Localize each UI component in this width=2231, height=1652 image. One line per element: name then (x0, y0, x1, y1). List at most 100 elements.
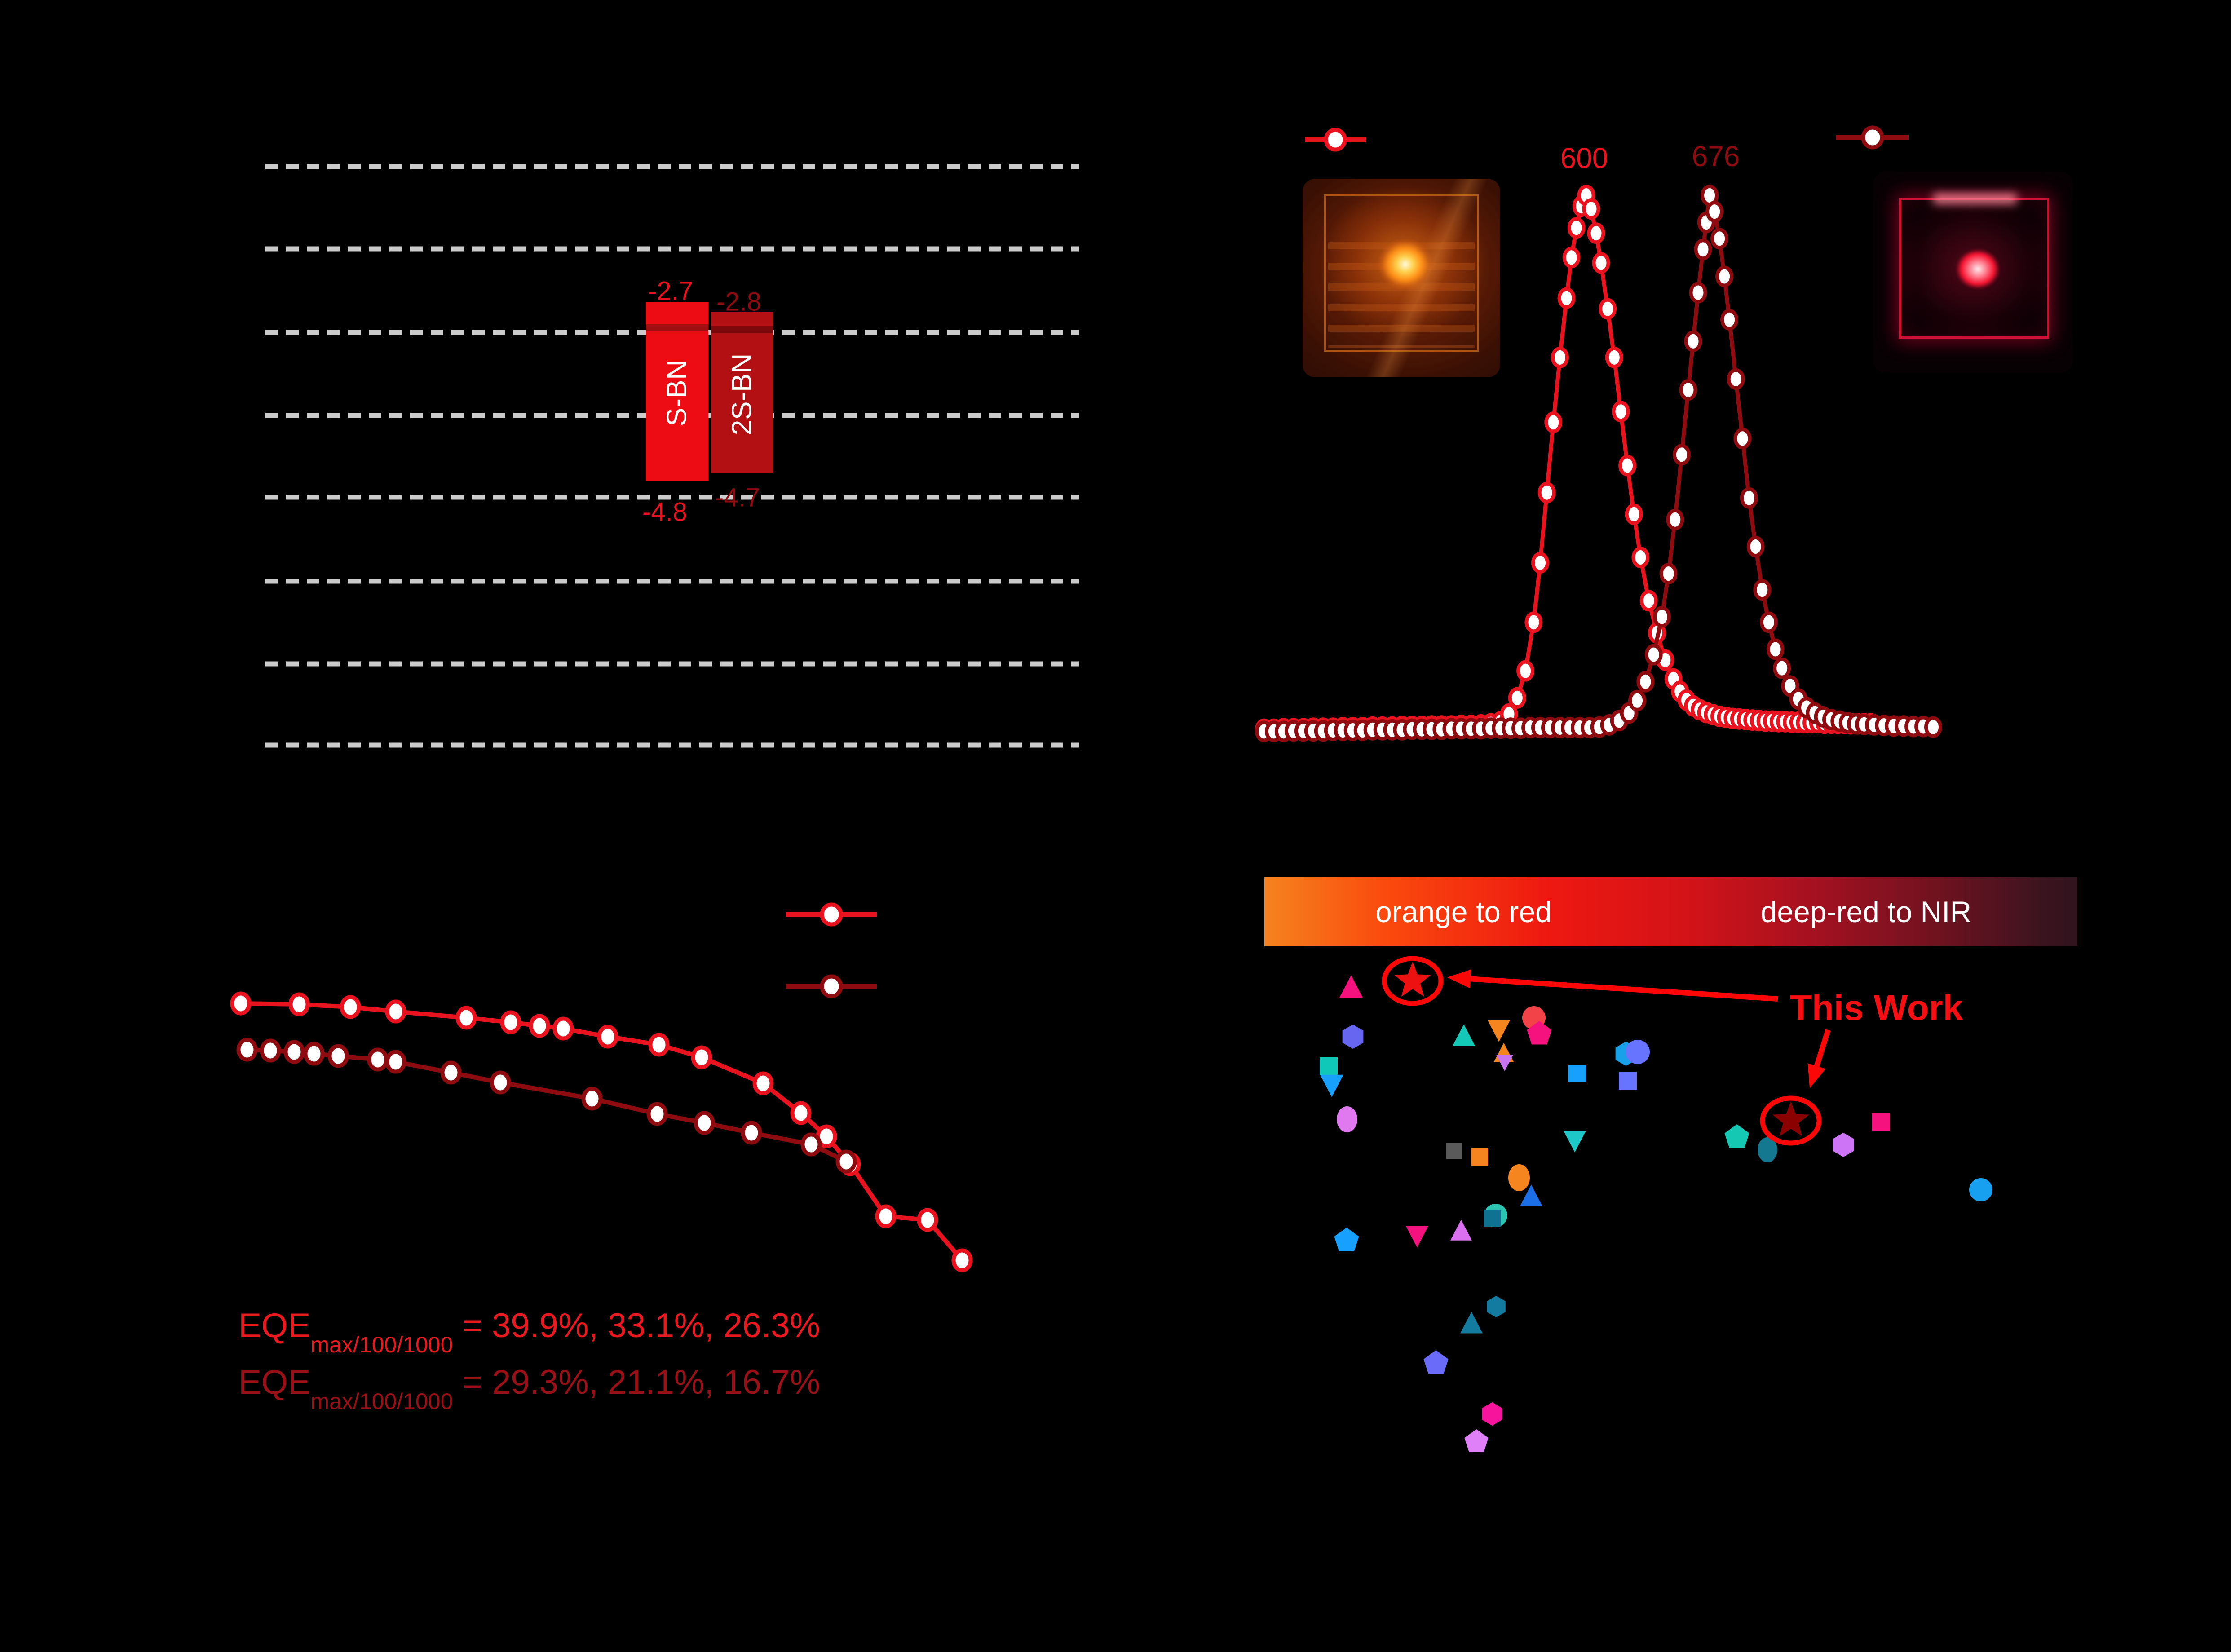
scatter-marker-square (1484, 1210, 1501, 1227)
peak-wavelength-label: 600 (1560, 142, 1608, 174)
oled-device-photo-red (1873, 172, 2073, 373)
eqe-marker (597, 1025, 618, 1049)
eqe-marker (875, 1204, 897, 1228)
homo-value-label: -4.7 (715, 483, 760, 512)
spectrum-marker (1715, 265, 1734, 287)
scatter-marker-star (1772, 1101, 1809, 1136)
scatter-marker-pent (1527, 1021, 1552, 1045)
scatter-marker-hex (1487, 1296, 1506, 1317)
spectrum-marker (1516, 660, 1535, 682)
annotation-arrow-head (1447, 969, 1471, 989)
eqe-marker (283, 1040, 305, 1064)
color-region-bar: orange to red deep-red to NIR (1264, 877, 2077, 946)
spectrum-marker (1592, 252, 1610, 274)
spectrum-marker (1705, 201, 1724, 223)
spectrum-marker (1689, 282, 1707, 304)
scatter-marker-tri-up (1453, 1024, 1475, 1046)
scatter-marker-square (1320, 1057, 1338, 1075)
eqe-marker (790, 1101, 812, 1125)
energy-bar-name: 2S-BN (727, 353, 758, 436)
scatter-marker-tri-up (1450, 1219, 1472, 1241)
spectrum-marker (1639, 590, 1658, 612)
spectrum-marker (1612, 401, 1630, 423)
scatter-marker-pent (1724, 1124, 1749, 1148)
eqe-marker (303, 1042, 325, 1066)
spectrum-marker (1562, 247, 1581, 269)
eqe-marker (340, 995, 361, 1019)
eqe-marker (367, 1047, 389, 1072)
spectrum-marker (1587, 222, 1605, 244)
this-work-ring (1382, 956, 1444, 1006)
eqe-marker (236, 1038, 258, 1062)
annotation-arrow (1814, 1029, 1831, 1067)
spectrum-marker (1672, 444, 1691, 466)
eqe-marker (581, 1087, 603, 1111)
eqe-marker (800, 1132, 822, 1157)
spectrum-marker (1567, 217, 1586, 239)
eqe-marker (741, 1121, 762, 1145)
spectrum-marker (1679, 379, 1697, 401)
spectrum-marker (1537, 481, 1556, 504)
spectrum-marker (1605, 346, 1623, 368)
scatter-marker-tri-up (1339, 975, 1363, 998)
spectrum-marker (1766, 638, 1785, 660)
homo-value-label: -4.8 (642, 498, 687, 527)
eqe-marker (951, 1248, 973, 1272)
eqe-marker (835, 1149, 857, 1174)
scatter-marker-star (1394, 962, 1431, 997)
energy-bar (711, 312, 773, 473)
scatter-marker-square (1568, 1065, 1586, 1082)
annotation-arrow (1470, 976, 1778, 1002)
energy-bar-cap (646, 324, 708, 331)
spectrum-marker (1773, 657, 1791, 679)
eqe-marker (455, 1006, 477, 1030)
eqe-prefix: EQE (239, 1363, 311, 1401)
device-substrate-outline (1324, 194, 1479, 352)
energy-bar (646, 302, 708, 481)
region-label-orange-to-red: orange to red (1375, 895, 1552, 928)
scatter-marker-tri-down (1488, 1020, 1510, 1042)
eqe-marker (327, 1044, 349, 1068)
legend-marker (820, 902, 843, 927)
spectrum-marker (1628, 689, 1646, 711)
eqe-marker (385, 999, 406, 1024)
eqe-marker (552, 1016, 574, 1041)
region-label-deepred-to-nir: deep-red to NIR (1760, 895, 1972, 928)
scatter-marker-tri-up (1520, 1184, 1542, 1206)
peak-wavelength-label: 676 (1692, 140, 1740, 172)
scatter-marker-tri-down (1496, 1055, 1513, 1071)
spectrum-marker (1599, 298, 1617, 320)
spectrum-marker (1694, 239, 1712, 261)
this-work-ring (1760, 1095, 1822, 1146)
scatter-marker-square (1619, 1072, 1637, 1090)
spectrum-marker (1524, 611, 1543, 633)
annotation-arrow-head (1807, 1063, 1826, 1088)
eqe-marker (694, 1111, 715, 1135)
red-emitting-area (1955, 248, 2001, 291)
edge-glow (1933, 194, 2017, 204)
eqe-marker (490, 1070, 511, 1095)
spectrum-marker (1666, 508, 1684, 530)
scatter-marker-ellipse (1508, 1164, 1530, 1191)
spectrum-marker (1644, 644, 1663, 666)
scatter-marker-square (1446, 1143, 1462, 1159)
energy-bar-name: S-BN (662, 360, 693, 426)
eqe-subscript: max/100/1000 (310, 1332, 453, 1357)
eqe-marker (288, 992, 310, 1016)
eqe-marker (648, 1033, 670, 1057)
spectrum-marker (1740, 487, 1758, 509)
spectrum-marker (1727, 368, 1745, 390)
energy-bar-cap (711, 326, 773, 333)
scatter-marker-tri-down (1564, 1131, 1586, 1153)
spectrum-marker (1636, 671, 1655, 693)
scatter-marker-tri-up (1460, 1312, 1483, 1334)
legend-marker (1324, 128, 1347, 152)
this-work-annotation: This Work (1790, 988, 1963, 1028)
eqe-marker (385, 1050, 406, 1074)
eqe-values: = 39.9%, 33.1%, 26.3% (453, 1307, 820, 1345)
scatter-marker-pent (1334, 1228, 1359, 1251)
scatter-marker-ellipse (1337, 1106, 1357, 1132)
spectrum-marker (1733, 428, 1752, 450)
